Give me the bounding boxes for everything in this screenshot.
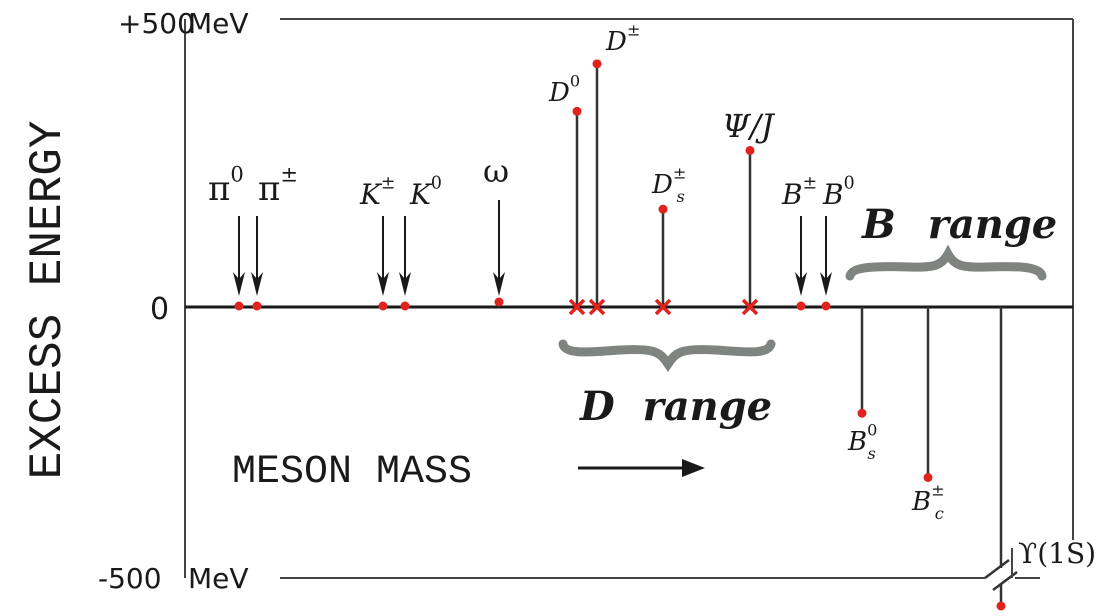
upsilon-label: ϒ(1S) <box>1018 537 1096 570</box>
d-range-word2: range <box>643 383 773 430</box>
bpm-arrow-head <box>795 272 807 296</box>
b0-label-sup: 0 <box>844 174 855 194</box>
axis-bottom-value: -500 <box>98 562 162 595</box>
bs-label-base: B <box>847 427 867 457</box>
psi-label-base: Ψ/J <box>722 107 776 145</box>
ds-label: D± s <box>651 164 686 206</box>
pi0-point <box>234 301 244 311</box>
ds-label-base: D <box>651 170 673 200</box>
psi-zero-cross <box>741 298 759 316</box>
bs-point <box>857 408 867 418</box>
dpm-point <box>592 59 602 69</box>
b-range-word2: range <box>928 201 1058 248</box>
b-range-brace <box>845 244 1047 281</box>
bpm-point <box>796 301 806 311</box>
omega-label: ω <box>483 152 509 190</box>
ds-point <box>658 204 668 214</box>
omega-label-base: ω <box>483 152 509 190</box>
k0-label-sup: 0 <box>431 174 442 194</box>
ds-label-sup: ± <box>673 164 687 183</box>
b-range-word1: B <box>861 201 896 248</box>
dpm-label: D± <box>605 21 640 57</box>
omega-point <box>494 297 504 307</box>
b0-label: B0 <box>822 174 855 211</box>
meson-mass-label: MESON MASS <box>232 450 472 495</box>
b-range-label: B range <box>861 201 1057 248</box>
d0-label-base: D <box>548 78 570 108</box>
pi0-label: π0 <box>208 161 244 209</box>
bs-label: B0 s <box>847 421 877 463</box>
b0-point <box>821 301 831 311</box>
bs-label-sup: 0 <box>867 421 877 440</box>
dpm-label-sup: ± <box>627 21 641 40</box>
pipm-point <box>252 301 262 311</box>
axis-top-unit: MeV <box>188 7 249 40</box>
pipm-label-sup: ± <box>280 161 298 186</box>
axis-top-value: +500 <box>118 7 195 40</box>
b0-arrow-head <box>820 272 832 296</box>
bpm-label-sup: ± <box>803 174 818 194</box>
kpm-point <box>378 301 388 311</box>
kpm-label-sup: ± <box>381 174 396 194</box>
frame <box>184 18 1074 579</box>
d-range-brace <box>558 339 776 373</box>
d0-label-sup: 0 <box>570 72 580 91</box>
k0-label: K0 <box>409 174 442 211</box>
y-axis-label: EXCESS ENERGY <box>22 121 74 480</box>
pipm-arrow-head <box>251 272 263 296</box>
bc-point <box>923 472 933 482</box>
meson-mass-arrow <box>578 459 705 477</box>
k0-arrow-head <box>399 272 411 296</box>
bc-label: B± c <box>911 481 945 523</box>
omega-arrow-head <box>493 272 505 296</box>
axis-zero-label: 0 <box>150 292 169 327</box>
ds-zero-cross <box>654 298 672 316</box>
dpm-zero-cross <box>588 298 606 316</box>
bs-label-sub: s <box>867 444 875 463</box>
b0-label-base: B <box>822 178 844 211</box>
k0-point <box>400 301 410 311</box>
dpm-label-base: D <box>605 27 627 57</box>
kpm-label-base: K <box>359 178 383 211</box>
bpm-label-base: B <box>781 178 803 211</box>
bpm-label: B± <box>781 174 817 211</box>
bc-label-base: B <box>911 487 931 517</box>
pi0-arrow-head <box>233 272 245 296</box>
d-range-word1: D <box>579 383 615 430</box>
d0-point <box>572 106 582 116</box>
bc-label-sub: c <box>935 504 944 523</box>
pi0-label-base: π <box>208 169 230 209</box>
psi-label: Ψ/J <box>722 107 776 145</box>
kpm-label: K± <box>359 174 395 211</box>
d-range-label: D range <box>579 383 772 430</box>
bc-label-sup: ± <box>931 481 945 500</box>
pipm-label-base: π <box>258 169 280 209</box>
d0-zero-cross <box>568 298 586 316</box>
k0-label-base: K <box>409 178 433 211</box>
pi0-label-sup: 0 <box>230 161 243 186</box>
kpm-arrow-head <box>377 272 389 296</box>
axis-bottom-unit: MeV <box>188 562 249 595</box>
d0-label: D0 <box>548 72 580 108</box>
upsilon-label-base: ϒ(1S) <box>1018 537 1096 570</box>
psi-point <box>745 145 755 155</box>
ds-label-sub: s <box>676 187 684 206</box>
pipm-label: π± <box>258 161 298 209</box>
upsilon-point <box>996 601 1006 611</box>
